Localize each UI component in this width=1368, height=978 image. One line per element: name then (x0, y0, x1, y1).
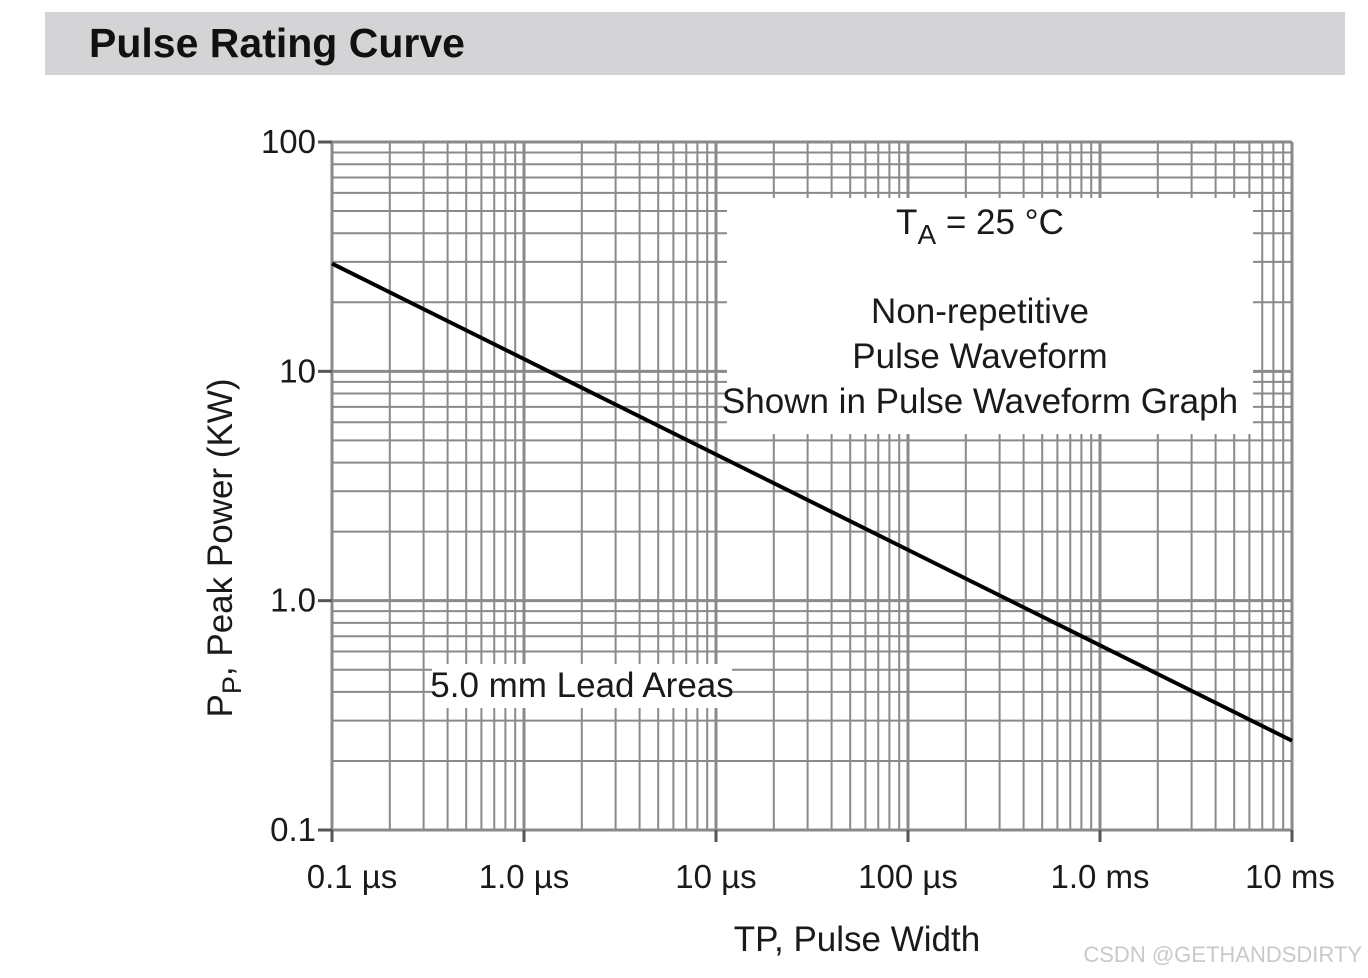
condition-box (727, 198, 1253, 434)
y-tick-label: 0.1 (270, 811, 316, 848)
y-tick-label: 1.0 (270, 582, 316, 619)
peak-power-curve (331, 261, 1293, 743)
lead-label-box (432, 664, 732, 708)
note-line-1: Non-repetitive (871, 292, 1089, 331)
x-tick-labels: 0.1 µs 1.0 µs 10 µs 100 µs 1.0 ms 10 ms (307, 858, 1335, 895)
x-tick-label: 10 µs (675, 858, 756, 895)
chart-title: Pulse Rating Curve (89, 20, 465, 66)
x-tick-label: 0.1 µs (307, 858, 398, 895)
y-tick-labels: 100 10 1.0 0.1 (261, 123, 316, 848)
x-tick-label: 100 µs (858, 858, 958, 895)
x-tick-label: 1.0 ms (1050, 858, 1149, 895)
y-axis-label: PP, Peak Power (KW) (201, 379, 247, 718)
x-tick-label: 1.0 µs (479, 858, 570, 895)
y-tick-label: 10 (279, 352, 316, 389)
note-line-2: Pulse Waveform (852, 337, 1107, 376)
x-tick-label: 10 ms (1245, 858, 1335, 895)
lead-areas-label: 5.0 mm Lead Areas (430, 666, 734, 705)
temperature-condition: TA = 25 °C (896, 203, 1064, 250)
x-axis-label: TP, Pulse Width (734, 920, 980, 959)
title-bar: Pulse Rating Curve (45, 12, 1345, 75)
y-tick-label: 100 (261, 123, 316, 160)
watermark: CSDN @GETHANDSDIRTY (1083, 942, 1362, 967)
note-line-3: Shown in Pulse Waveform Graph (722, 382, 1238, 421)
